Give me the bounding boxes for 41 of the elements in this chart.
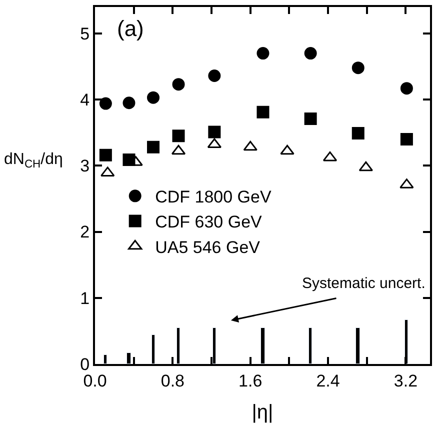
point <box>358 161 374 172</box>
point <box>99 148 112 162</box>
y-tick-label: 3 <box>80 156 90 176</box>
y-tick-label: 0 <box>80 354 90 374</box>
point <box>322 151 338 162</box>
x-axis-title: |η| <box>252 401 274 424</box>
point <box>147 91 160 104</box>
point <box>400 82 413 95</box>
point <box>171 144 186 155</box>
x-tick-label: 2.4 <box>316 371 340 390</box>
point <box>172 78 185 91</box>
legend-label: CDF 1800 GeV <box>155 188 272 207</box>
point <box>243 140 258 151</box>
point <box>147 140 160 154</box>
point <box>256 106 270 118</box>
annotation: Systematic uncert. <box>302 275 426 292</box>
point <box>280 144 294 155</box>
x-tick-label: 0.8 <box>160 371 184 390</box>
point <box>400 132 413 146</box>
y-tick-label: 5 <box>80 24 90 44</box>
point <box>352 62 364 74</box>
point <box>172 130 185 142</box>
point <box>352 127 364 140</box>
x-tick-label: 0.0 <box>83 371 107 390</box>
legend-label: UA5 546 GeV <box>155 238 261 257</box>
x-tick-label: 1.6 <box>238 371 262 390</box>
y-tick-label: 4 <box>80 90 90 110</box>
point <box>208 70 221 82</box>
annotation: (a) <box>117 16 144 41</box>
point <box>256 47 270 60</box>
y-axis-title: dN$_{CH}$/dη <box>4 151 63 170</box>
y-tick-label: 2 <box>80 222 90 242</box>
point <box>207 138 222 148</box>
point <box>304 112 317 125</box>
point <box>304 47 317 60</box>
x-tick-label: 3.2 <box>394 371 418 390</box>
point <box>99 97 112 110</box>
point <box>122 96 136 110</box>
legend-label: CDF 630 GeV <box>155 212 263 232</box>
point <box>208 126 221 138</box>
y-tick-label: 1 <box>80 288 90 308</box>
